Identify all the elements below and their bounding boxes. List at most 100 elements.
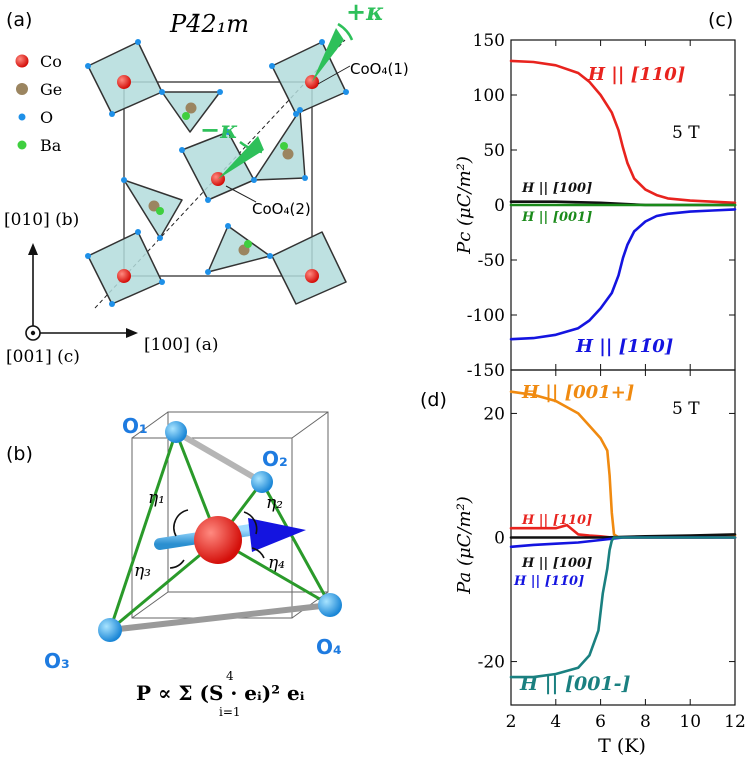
atom-legend: Co Ge O Ba [15,52,62,155]
y-tick-label: -150 [467,361,505,381]
ba-atom [182,112,190,120]
panel-c-field-label: 5 T [672,123,700,143]
sum-upper-limit: 4 [226,669,234,683]
y-tick-label: 100 [473,86,505,106]
plus-kappa-arrow [312,28,344,82]
crystal-axes: [010] (b) [100] (a) [001] (c) [4,210,219,367]
eta2-label: η₂ [266,493,283,513]
series-line-3 [509,536,737,549]
panel-d-field-label: 5 T [672,399,700,419]
o4-label: O₄ [316,635,342,659]
y-tick-label: -20 [478,653,505,673]
ge-tetrahedron-2 [253,109,306,181]
panel-d-xlabel: T (K) [598,735,646,757]
series-line-3 [509,208,737,341]
x-tick-label: 2 [506,712,517,732]
panel-c-ylabel: Pc (μC/m²) [454,156,475,255]
legend-ba-label: Ba [40,136,62,155]
o1-ion [165,421,187,443]
o3-ion [98,618,122,642]
legend-ge-label: Ge [40,80,62,99]
eta1-arc [173,509,189,537]
y-tick-label: 150 [473,31,505,51]
y-tick-label: -100 [467,306,505,326]
legend-o-marker [18,113,26,121]
plus-kappa-label: +κ [346,0,384,26]
eta4-arc [251,547,265,559]
legend-co-label: Co [40,52,62,71]
panel-a: (a) P4̄2₁m Co Ge O Ba [4,0,409,367]
minus-kappa-rotation [239,141,263,154]
y-tick-label: 50 [483,141,505,161]
legend-ba-marker [17,140,27,150]
axis-b-label: [010] (b) [4,210,79,230]
x-tick-label: 12 [724,712,746,732]
legend-co-marker [15,54,29,68]
o3-label: O₃ [44,649,70,673]
co-atom [117,269,131,283]
legend-c-001: H || [001] [521,210,592,225]
legend-c-100: H || [100] [521,181,592,196]
oxygen-ions [98,421,342,642]
coo4-2-pointer [225,185,257,203]
coo4-1-pointer [317,65,351,85]
legend-d-100: H || [100] [521,556,592,571]
o2-label: O₂ [262,447,288,471]
axis-c-label: [001] (c) [6,347,80,367]
legend-o-label: O [40,108,53,127]
panel-d-ylabel: Pa (μC/m²) [454,496,475,595]
space-group-label: P4̄2₁m [169,10,249,38]
axis-a-label: [100] (a) [144,335,219,355]
panel-b-label: (b) [6,443,33,465]
y-tick-label: 0 [494,529,505,549]
bonds [107,429,333,633]
spin-arrow-head [248,518,306,552]
ge-atom [185,102,197,114]
plus-kappa-rotation [337,22,354,41]
ba-atom [156,207,164,215]
axis-b-arrowhead [28,243,38,255]
eta3-arc [169,559,185,569]
polarization-formula: P ∝ Σ (S · eᵢ)² eᵢ [136,681,305,705]
o4-ion [318,593,342,617]
eta4-label: η₄ [268,553,285,573]
series-line-0 [509,59,737,205]
panel-a-label: (a) [6,9,32,31]
coo4-1-label: CoO₄(1) [350,60,409,78]
y-tick-label: 20 [483,404,505,424]
y-tick-label: -50 [478,251,505,271]
y-tick-label: 0 [494,196,505,216]
o2-ion [251,471,273,493]
axis-a-arrowhead [126,328,138,338]
eta2-arc [243,511,258,535]
x-tick-label: 8 [640,712,651,732]
legend-d-001-minus: H || [001-] [519,673,631,695]
ge-atom [282,148,294,160]
legend-c-110: H || [110] [587,64,685,85]
ba-atom [280,142,288,150]
o1-label: O₁ [122,414,148,438]
co-atom [305,269,319,283]
panel-c-label: (c) [708,9,733,31]
panel-b: (b) O₁ [6,411,342,719]
sum-lower-limit: i=1 [219,705,241,719]
coo4-2-label: CoO₄(2) [252,200,311,218]
minus-kappa-arrow [218,136,264,179]
x-tick-label: 6 [595,712,606,732]
co-tetrahedron-bottom-right [271,231,347,305]
eta3-label: η₃ [134,561,151,581]
legend-d-001-plus: H || [001+] [521,382,634,403]
x-tick-label: 10 [679,712,701,732]
legend-c-1-10: H || [11̄0] [575,336,673,357]
ba-atom [244,240,252,248]
legend-d-110: H || [110] [521,513,592,528]
o-atoms [85,39,349,307]
series-line-4 [509,536,737,679]
eta1-label: η₁ [148,488,165,508]
x-tick-label: 4 [550,712,561,732]
co-tetrahedron-bottom-left [87,231,163,305]
co-atom [117,75,131,89]
